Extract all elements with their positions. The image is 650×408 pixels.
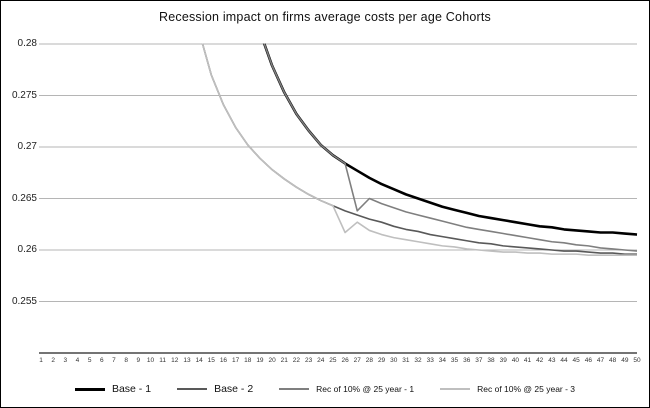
series-line (262, 43, 638, 236)
x-tick-label: 28 (365, 357, 374, 364)
x-tick-label: 36 (463, 357, 471, 364)
series-line (201, 43, 637, 255)
x-tick-label: 23 (304, 357, 313, 364)
x-tick-label: 47 (596, 357, 605, 364)
x-tick-label: 10 (146, 357, 155, 364)
x-tick-label: 33 (426, 357, 434, 364)
x-tick-label: 30 (390, 357, 398, 364)
legend-line-sample (177, 388, 208, 390)
x-tick-label: 14 (195, 357, 203, 364)
x-tick-label: 50 (633, 357, 641, 364)
legend-item: Rec of 10% @ 25 year - 1 (279, 384, 414, 394)
y-tick-label: 0.275 (11, 89, 37, 101)
x-tick-label: 1 (39, 357, 43, 364)
series-line (263, 43, 638, 252)
y-tick-label: 0.28 (17, 38, 37, 49)
x-tick-label: 35 (450, 357, 459, 364)
x-tick-label: 32 (414, 357, 422, 364)
x-tick-label: 45 (572, 357, 580, 364)
legend-label: Rec of 10% @ 25 year - 3 (477, 384, 576, 394)
legend-item: Base - 1 (74, 383, 152, 395)
x-tick-label: 37 (475, 357, 483, 364)
x-tick-label: 5 (87, 357, 92, 364)
x-tick-label: 3 (63, 357, 68, 364)
x-tick-label: 4 (75, 357, 80, 364)
x-tick-label: 29 (377, 357, 386, 364)
y-tick-label: 0.265 (11, 192, 37, 204)
x-tick-label: 41 (523, 357, 532, 364)
legend: Base - 1 Base - 2 Rec of 10% @ 25 year - 1… (1, 383, 649, 395)
x-tick-label: 38 (487, 357, 495, 364)
x-tick-label: 11 (159, 357, 166, 364)
x-tick-label: 27 (353, 357, 361, 364)
x-tick-label: 22 (292, 357, 301, 364)
legend-label: Rec of 10% @ 25 year - 1 (316, 384, 415, 394)
y-tick-label: 0.27 (17, 141, 37, 152)
x-tick-label: 12 (171, 357, 179, 364)
x-tick-label: 44 (560, 357, 568, 364)
x-tick-label: 17 (231, 357, 240, 364)
y-tick-label: 0.26 (17, 244, 37, 255)
x-tick-label: 39 (499, 357, 507, 364)
x-tick-label: 46 (584, 357, 592, 364)
legend-line-sample (440, 388, 471, 390)
x-tick-label: 2 (51, 357, 55, 364)
series-line (201, 43, 637, 256)
x-tick-label: 40 (511, 357, 519, 364)
legend-line-sample (74, 387, 105, 391)
x-tick-label: 26 (341, 357, 349, 364)
x-tick-label: 24 (317, 357, 325, 364)
x-tick-label: 15 (207, 357, 215, 364)
x-tick-label: 48 (609, 357, 617, 364)
legend-line-sample (279, 388, 310, 390)
x-tick-label: 8 (124, 357, 128, 364)
x-tick-label: 7 (112, 357, 116, 364)
x-tick-label: 13 (183, 357, 191, 364)
chart-title: Recession impact on firms average costs … (159, 10, 491, 24)
x-tick-label: 19 (256, 357, 264, 364)
legend-item: Base - 2 (177, 383, 253, 395)
x-tick-label: 42 (536, 357, 544, 364)
x-tick-label: 20 (268, 357, 276, 364)
x-tick-label: 6 (100, 357, 104, 364)
x-tick-label: 21 (280, 357, 288, 364)
x-tick-label: 49 (621, 357, 629, 364)
y-tick-label: 0.255 (11, 295, 37, 307)
x-tick-label: 31 (402, 357, 410, 364)
x-tick-label: 9 (136, 357, 141, 364)
legend-label: Base - 2 (214, 383, 254, 395)
x-tick-label: 34 (438, 357, 446, 364)
legend-label: Base - 1 (111, 383, 152, 395)
x-tick-label: 43 (548, 357, 556, 364)
legend-item: Rec of 10% @ 25 year - 3 (440, 384, 575, 394)
x-tick-label: 16 (219, 357, 228, 364)
x-tick-label: 25 (329, 357, 337, 364)
x-tick-label: 18 (244, 357, 252, 364)
